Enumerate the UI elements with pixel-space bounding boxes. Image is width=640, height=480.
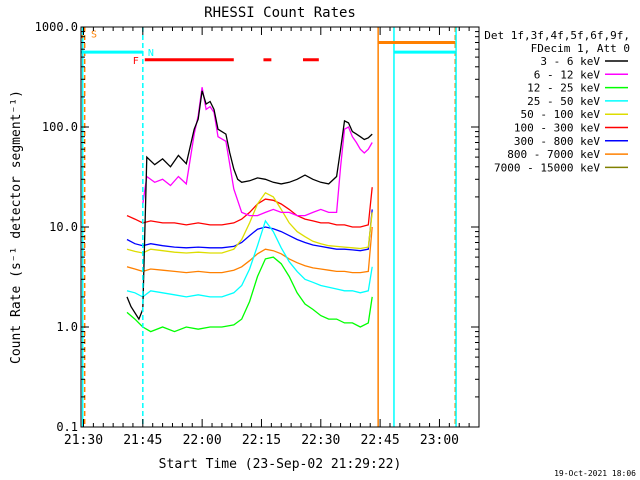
timestamp: 19-Oct-2021 18:06 [554, 469, 636, 478]
legend-label: 800 - 7000 keV [507, 148, 600, 161]
chart-title: RHESSI Count Rates [204, 5, 356, 21]
legend-header: FDecim 1, Att 0 [531, 42, 630, 55]
x-tick-label: 22:30 [301, 433, 340, 448]
x-axis-label: Start Time (23-Sep-02 21:29:22) [159, 457, 402, 472]
series-line-6-12-kev [142, 87, 373, 217]
series-line-800-7000-kev [126, 226, 373, 274]
x-tick-label: 23:00 [420, 433, 459, 448]
legend-label: 50 - 100 keV [521, 108, 601, 121]
series-line-25-50-kev [126, 219, 373, 298]
plot-frame [80, 26, 480, 428]
y-tick-label: 0.1 [56, 420, 78, 434]
x-axis-ticks: 21:30 21:45 22:00 22:15 22:30 22:45 23:00 [64, 27, 470, 448]
legend-label: 3 - 6 keV [540, 55, 600, 68]
x-tick-label: 22:15 [242, 433, 281, 448]
series-line-3-6-kev [126, 90, 373, 321]
series-line-12-25-kev [126, 256, 373, 333]
legend-label: 12 - 25 keV [527, 82, 600, 95]
x-tick-label: 22:45 [361, 433, 400, 448]
attenuator-flag-label: S [91, 30, 97, 41]
series-line-100-300-kev [126, 187, 373, 228]
legend-label: 100 - 300 keV [514, 122, 600, 135]
x-tick-label: 22:00 [183, 433, 222, 448]
y-tick-label: 1.0 [56, 320, 78, 334]
legend-label: 25 - 50 keV [527, 95, 600, 108]
legend: Det 1f,3f,4f,5f,6f,9f,FDecim 1, Att 03 -… [484, 29, 630, 174]
legend-label: 300 - 800 keV [514, 135, 600, 148]
y-tick-label: 10.0 [49, 220, 78, 234]
mode-flag-label: N [148, 48, 154, 59]
x-tick-label: 21:30 [64, 433, 103, 448]
x-tick-label: 21:45 [123, 433, 162, 448]
flare-flag-label: F [133, 56, 139, 67]
y-axis-label: Count Rate (s⁻¹ detector segment⁻¹) [9, 90, 24, 364]
bars-layer: S NF [81, 27, 457, 427]
series-line-50-100-kev [126, 191, 373, 254]
legend-header: Det 1f,3f,4f,5f,6f,9f, [484, 29, 630, 42]
legend-label: 6 - 12 keV [534, 68, 601, 81]
legend-label: 7000 - 15000 keV [494, 161, 600, 174]
y-tick-label: 100.0 [42, 120, 78, 134]
series-line-300-800-kev [126, 209, 373, 252]
series-layer [126, 87, 373, 333]
y-tick-label: 1000.0 [35, 20, 78, 34]
y-axis-ticks: 0.1 1.0 10.0 100.0 1000.0 [35, 20, 479, 434]
